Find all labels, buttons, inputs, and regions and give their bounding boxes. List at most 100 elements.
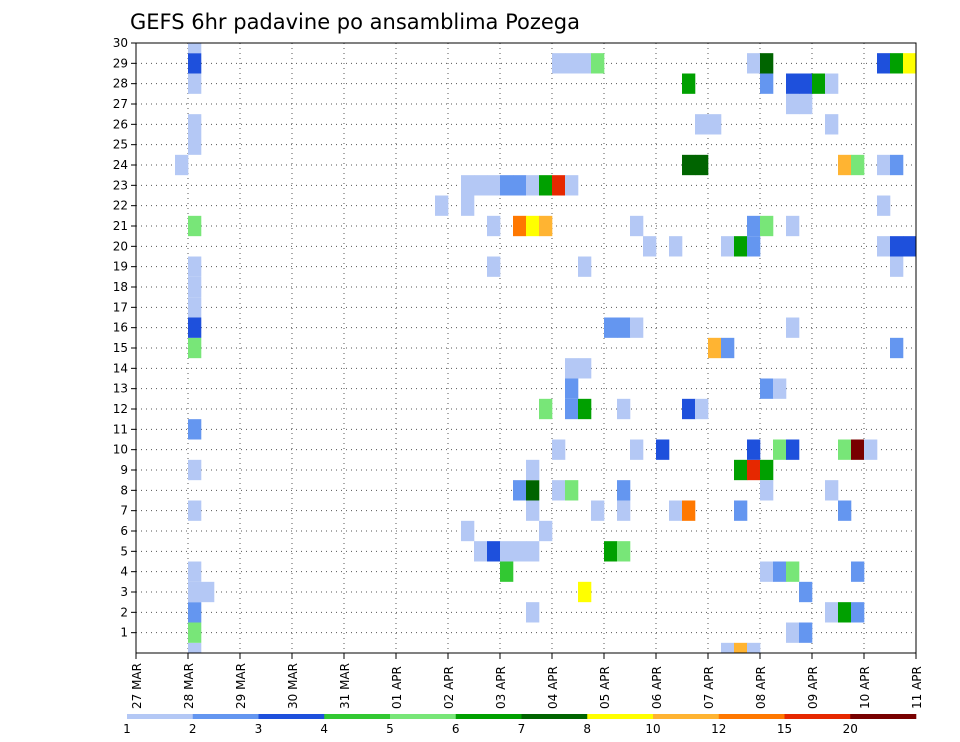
data-cell <box>903 236 917 257</box>
data-cell <box>526 602 540 623</box>
data-cell <box>747 459 761 481</box>
data-cell <box>786 561 800 582</box>
data-cell <box>565 398 579 420</box>
data-cell <box>500 561 514 582</box>
data-cell <box>708 114 722 135</box>
data-cell <box>669 500 683 521</box>
data-cell <box>656 439 670 460</box>
x-tick-label: 30 MAR <box>286 663 300 709</box>
colorbar-segment <box>324 714 391 719</box>
data-cell <box>461 520 475 542</box>
data-cell <box>552 175 566 196</box>
data-cell <box>721 236 735 257</box>
y-tick-label: 23 <box>113 178 128 192</box>
data-cell <box>669 236 683 257</box>
colorbar-segment <box>850 714 917 719</box>
data-cell <box>773 378 787 399</box>
data-cell <box>799 93 813 115</box>
data-cell <box>188 337 202 359</box>
data-cell <box>188 459 202 481</box>
data-cell <box>825 114 839 135</box>
colorbar-label: 7 <box>518 722 526 736</box>
colorbar-label: 10 <box>645 722 660 736</box>
data-cell <box>604 541 618 562</box>
data-cell <box>188 134 202 155</box>
x-tick-label: 05 APR <box>598 666 612 709</box>
data-cell <box>877 154 891 176</box>
data-cell <box>461 195 475 216</box>
data-cell <box>890 53 904 74</box>
y-tick-label: 10 <box>113 443 128 457</box>
data-cell <box>188 215 202 237</box>
data-cell <box>565 480 579 501</box>
data-cell <box>643 236 657 257</box>
data-cell <box>487 541 501 562</box>
data-cell <box>526 541 540 562</box>
data-cell <box>838 154 852 176</box>
y-tick-label: 16 <box>113 321 128 335</box>
data-cell <box>539 215 553 237</box>
data-cell <box>552 53 566 74</box>
data-cell <box>760 378 774 399</box>
y-tick-label: 19 <box>113 260 128 274</box>
data-cell <box>617 317 631 338</box>
data-cell <box>786 73 800 94</box>
data-cell <box>188 297 202 318</box>
data-cell <box>864 439 878 460</box>
data-cell <box>487 175 501 196</box>
y-axis-ticks: 1234567891011121314151617181920212223242… <box>113 36 136 640</box>
data-cell <box>188 602 202 623</box>
data-cell <box>851 561 865 582</box>
x-axis-ticks: 27 MAR 28 MAR 29 MAR 30 MAR 31 MAR 01 APR 02 A… <box>130 653 924 709</box>
data-cell <box>201 581 215 603</box>
data-cell <box>682 154 696 176</box>
y-tick-label: 15 <box>113 341 128 355</box>
y-tick-label: 30 <box>113 36 128 50</box>
data-cell <box>604 317 618 338</box>
y-tick-label: 26 <box>113 117 128 131</box>
data-cell <box>565 378 579 399</box>
y-tick-label: 2 <box>120 605 128 619</box>
y-tick-label: 21 <box>113 219 128 233</box>
colorbar-label: 2 <box>189 722 197 736</box>
data-cell <box>188 114 202 135</box>
x-tick-label: 02 APR <box>442 666 456 709</box>
colorbar-segment <box>258 714 325 719</box>
data-cell <box>825 73 839 94</box>
data-cell <box>578 53 592 74</box>
data-cell <box>435 195 449 216</box>
data-cell <box>474 175 488 196</box>
x-tick-label: 09 APR <box>806 666 820 709</box>
y-tick-label: 22 <box>113 199 128 213</box>
data-cell <box>786 93 800 115</box>
chart-title: GEFS 6hr padavine po ansamblima Pozega <box>130 10 580 34</box>
y-tick-label: 14 <box>113 361 128 375</box>
x-tick-label: 28 MAR <box>182 663 196 709</box>
data-cell <box>617 480 631 501</box>
y-tick-label: 8 <box>120 483 128 497</box>
data-cell <box>513 541 527 562</box>
data-cell <box>760 215 774 237</box>
data-cell <box>760 480 774 501</box>
data-cell <box>461 175 475 196</box>
data-cell <box>773 439 787 460</box>
colorbar-label: 1 <box>123 722 131 736</box>
data-cell <box>500 541 514 562</box>
data-cell <box>747 439 761 460</box>
y-tick-label: 1 <box>120 626 128 640</box>
data-cell <box>565 358 579 379</box>
x-tick-label: 29 MAR <box>234 663 248 709</box>
y-tick-label: 18 <box>113 280 128 294</box>
colorbar-segment <box>127 714 194 719</box>
data-cell <box>799 73 813 94</box>
data-cell <box>799 622 813 643</box>
data-cell <box>890 236 904 257</box>
data-cell <box>747 642 761 653</box>
colorbar-segment <box>455 714 522 719</box>
data-cell <box>552 439 566 460</box>
colorbar-segment <box>587 714 654 719</box>
data-cell <box>539 398 553 420</box>
x-tick-label: 10 APR <box>858 666 872 709</box>
y-tick-label: 27 <box>113 97 128 111</box>
